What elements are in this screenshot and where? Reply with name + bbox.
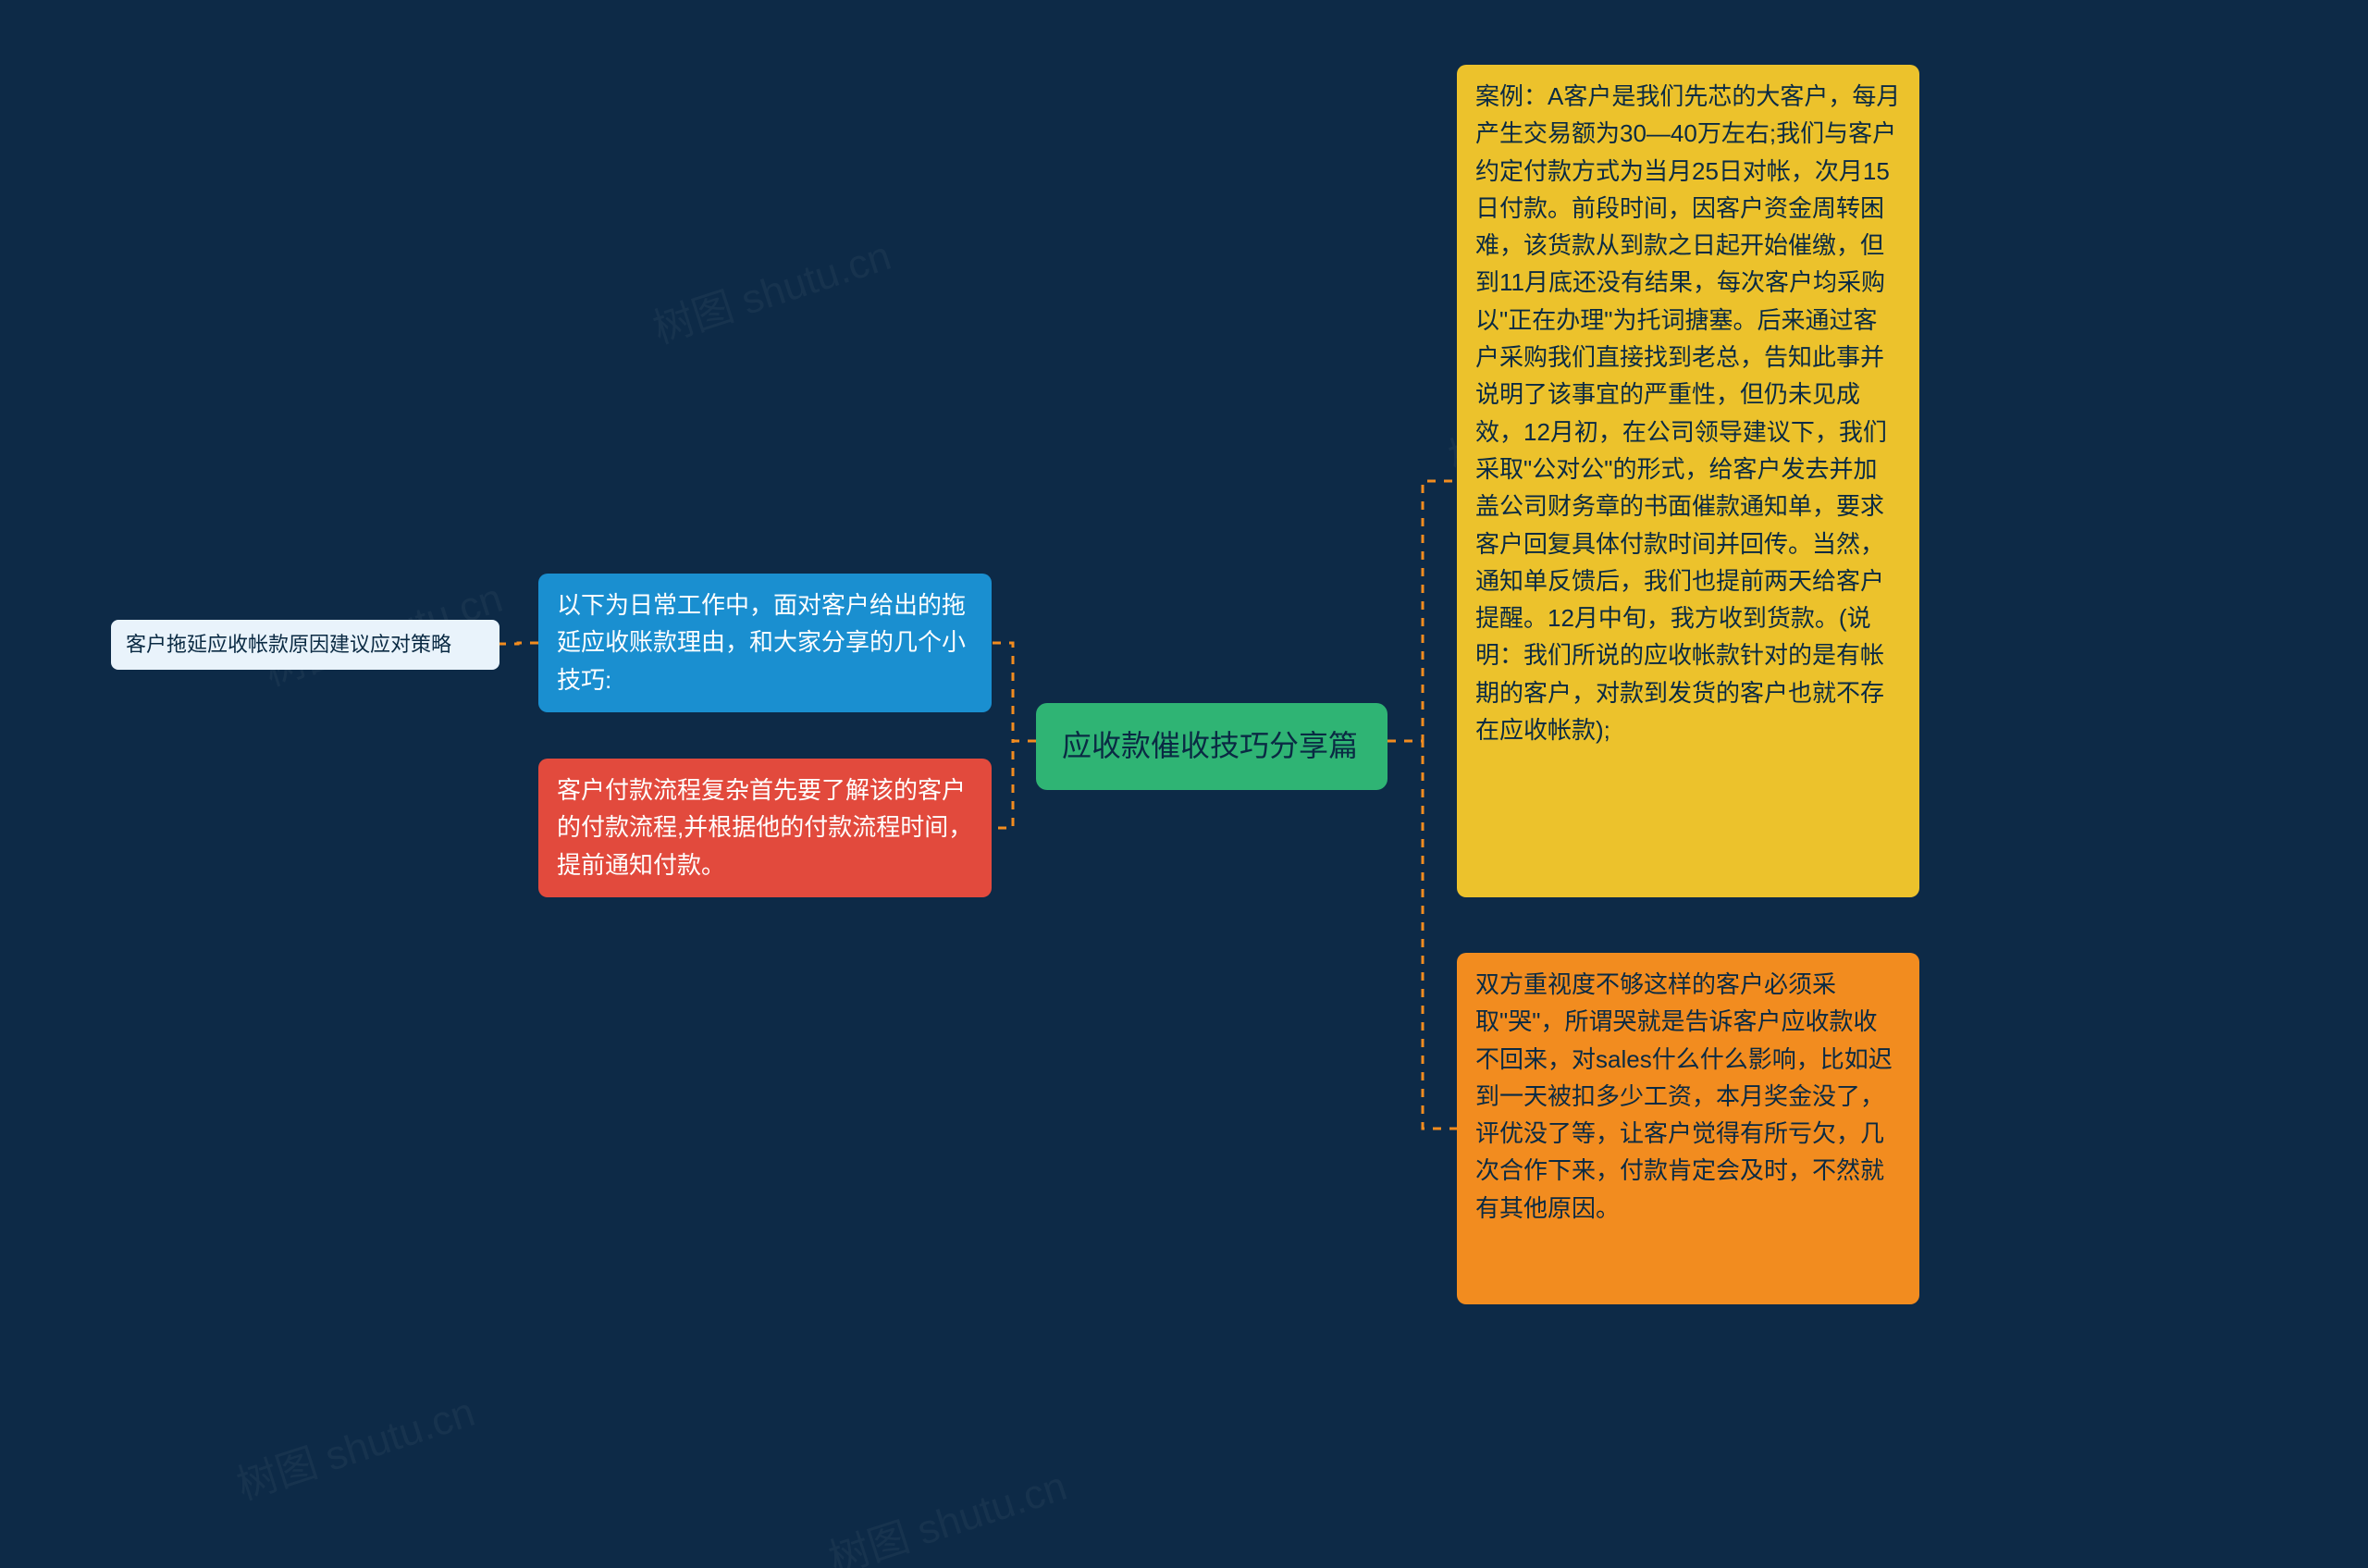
mindmap-canvas: 树图 shutu.cn 树图 shutu.cn 树图 shutu.cn 树图 s… <box>0 0 2368 1568</box>
leaf-white[interactable]: 客户拖延应收帐款原因建议应对策略 <box>111 620 500 670</box>
edge-center-red <box>992 741 1036 828</box>
edge-blue-leaf <box>500 643 538 644</box>
branch-yellow[interactable]: 案例：A客户是我们先芯的大客户，每月产生交易额为30—40万左右;我们与客户约定… <box>1457 65 1919 897</box>
center-node[interactable]: 应收款催收技巧分享篇 <box>1036 703 1388 790</box>
edge-center-orange <box>1388 741 1457 1129</box>
watermark: 树图 shutu.cn <box>645 222 897 354</box>
branch-blue[interactable]: 以下为日常工作中，面对客户给出的拖延应收账款理由，和大家分享的几个小技巧: <box>538 574 992 712</box>
edge-center-blue <box>992 643 1036 741</box>
branch-red[interactable]: 客户付款流程复杂首先要了解该的客户的付款流程,并根据他的付款流程时间，提前通知付… <box>538 759 992 897</box>
watermark: 树图 shutu.cn <box>228 1378 481 1511</box>
branch-orange[interactable]: 双方重视度不够这样的客户必须采取"哭"，所谓哭就是告诉客户应收款收不回来，对sa… <box>1457 953 1919 1304</box>
edge-center-yellow <box>1388 481 1457 741</box>
watermark: 树图 shutu.cn <box>820 1452 1073 1568</box>
